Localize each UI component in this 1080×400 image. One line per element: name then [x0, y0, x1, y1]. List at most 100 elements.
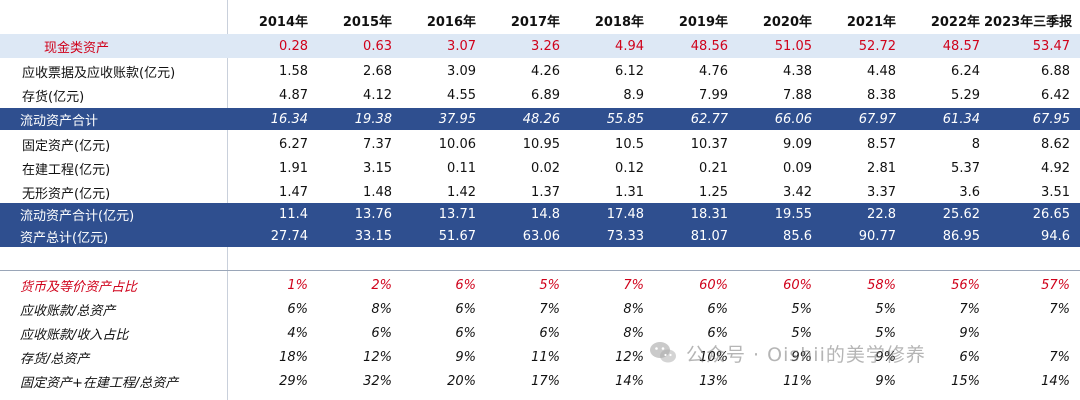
- value-cell: 6.89: [531, 87, 560, 103]
- value-cell: 0.02: [531, 160, 560, 176]
- value-cell: 10.37: [690, 136, 728, 152]
- value-cell: 6.24: [951, 63, 980, 79]
- value-cell: 18%: [279, 349, 308, 365]
- table-row: 现金类资产 0.28 0.63 3.07 3.26 4.94 48.56 51.…: [0, 34, 1080, 58]
- row-label: 流动资产合计(亿元): [20, 208, 135, 224]
- value-cell: 37.95: [438, 111, 476, 127]
- value-cell: 14%: [1041, 373, 1070, 389]
- value-cell: 1.42: [447, 184, 476, 200]
- table-row: 应收票据及应收账款(亿元) 1.58 2.68 3.09 4.26 6.12 4…: [0, 59, 1080, 83]
- row-label: 资产总计(亿元): [20, 230, 109, 246]
- year-header: 2019年: [678, 14, 728, 30]
- value-cell: 3.15: [363, 160, 392, 176]
- value-cell: 6.42: [1041, 87, 1070, 103]
- value-cell: 4.38: [783, 63, 812, 79]
- value-cell: 9%: [875, 349, 896, 365]
- value-cell: 90.77: [858, 228, 896, 244]
- year-header: 2017年: [510, 14, 560, 30]
- value-cell: 6%: [455, 277, 476, 293]
- value-cell: 13.76: [354, 206, 392, 222]
- value-cell: 12%: [615, 349, 644, 365]
- value-cell: 3.37: [867, 184, 896, 200]
- table-row: 无形资产(亿元) 1.47 1.48 1.42 1.37 1.31 1.25 3…: [0, 180, 1080, 204]
- total-row: 流动资产合计 16.34 19.38 37.95 48.26 55.85 62.…: [0, 108, 1080, 130]
- value-cell: 19.38: [354, 111, 392, 127]
- value-cell: 63.06: [522, 228, 560, 244]
- value-cell: 9%: [875, 373, 896, 389]
- value-cell: 14%: [615, 373, 644, 389]
- value-cell: 1.37: [531, 184, 560, 200]
- value-cell: 25.62: [942, 206, 980, 222]
- value-cell: 0.12: [615, 160, 644, 176]
- value-cell: 12%: [363, 349, 392, 365]
- ratio-row: 应收账款/收入占比 4% 6% 6% 6% 8% 6% 5% 5% 9%: [0, 321, 1080, 345]
- value-cell: 2%: [371, 277, 392, 293]
- row-label: 固定资产(亿元): [22, 138, 111, 154]
- value-cell: 6%: [287, 301, 308, 317]
- value-cell: 6%: [539, 325, 560, 341]
- value-cell: 0.28: [279, 38, 308, 54]
- value-cell: 6.27: [279, 136, 308, 152]
- watermark: 公众号 · Oishii的美学修养: [648, 338, 926, 368]
- value-cell: 0.09: [783, 160, 812, 176]
- value-cell: 9%: [455, 349, 476, 365]
- value-cell: 7%: [1049, 301, 1070, 317]
- row-label: 现金类资产: [44, 40, 110, 56]
- value-cell: 22.8: [867, 206, 896, 222]
- value-cell: 3.51: [1041, 184, 1070, 200]
- value-cell: 60%: [783, 277, 812, 293]
- value-cell: 11%: [783, 373, 812, 389]
- header-row: 2014年 2015年 2016年 2017年 2018年 2019年 2020…: [0, 8, 1080, 32]
- value-cell: 4%: [287, 325, 308, 341]
- value-cell: 4.92: [1041, 160, 1070, 176]
- year-header: 2022年: [930, 14, 980, 30]
- value-cell: 7.88: [783, 87, 812, 103]
- value-cell: 1.91: [279, 160, 308, 176]
- value-cell: 85.6: [783, 228, 812, 244]
- value-cell: 66.06: [774, 111, 812, 127]
- value-cell: 3.6: [959, 184, 980, 200]
- year-header: 2014年: [258, 14, 308, 30]
- value-cell: 18.31: [690, 206, 728, 222]
- row-label: 应收账款/收入占比: [20, 327, 129, 343]
- value-cell: 17.48: [606, 206, 644, 222]
- ratio-row: 应收账款/总资产 6% 8% 6% 7% 8% 6% 5% 5% 7% 7%: [0, 297, 1080, 321]
- value-cell: 1%: [287, 277, 308, 293]
- value-cell: 7.99: [699, 87, 728, 103]
- total-row: 流动资产合计(亿元) 11.4 13.76 13.71 14.8 17.48 1…: [0, 203, 1080, 225]
- wechat-icon: [650, 342, 676, 363]
- label-column-divider: [227, 0, 228, 400]
- row-label: 存货/总资产: [20, 351, 90, 367]
- value-cell: 20%: [447, 373, 476, 389]
- value-cell: 0.11: [447, 160, 476, 176]
- value-cell: 10%: [699, 349, 728, 365]
- value-cell: 10.06: [438, 136, 476, 152]
- year-header: 2016年: [426, 14, 476, 30]
- year-header: 2023年三季报: [984, 14, 1073, 30]
- value-cell: 1.31: [615, 184, 644, 200]
- value-cell: 48.57: [942, 38, 980, 54]
- value-cell: 7.37: [363, 136, 392, 152]
- value-cell: 5.29: [951, 87, 980, 103]
- value-cell: 3.07: [447, 38, 476, 54]
- value-cell: 3.42: [783, 184, 812, 200]
- value-cell: 57%: [1041, 277, 1070, 293]
- value-cell: 19.55: [774, 206, 812, 222]
- value-cell: 6%: [455, 325, 476, 341]
- value-cell: 2.81: [867, 160, 896, 176]
- value-cell: 15%: [951, 373, 980, 389]
- value-cell: 32%: [363, 373, 392, 389]
- value-cell: 3.09: [447, 63, 476, 79]
- value-cell: 5%: [875, 301, 896, 317]
- value-cell: 26.65: [1032, 206, 1070, 222]
- value-cell: 9%: [791, 349, 812, 365]
- value-cell: 6%: [371, 325, 392, 341]
- value-cell: 86.95: [942, 228, 980, 244]
- table-row: 存货(亿元) 4.87 4.12 4.55 6.89 8.9 7.99 7.88…: [0, 83, 1080, 107]
- value-cell: 94.6: [1041, 228, 1070, 244]
- row-label: 固定资产+在建工程/总资产: [20, 375, 179, 391]
- value-cell: 0.21: [699, 160, 728, 176]
- value-cell: 8.62: [1041, 136, 1070, 152]
- value-cell: 8.9: [623, 87, 644, 103]
- row-label: 应收账款/总资产: [20, 303, 116, 319]
